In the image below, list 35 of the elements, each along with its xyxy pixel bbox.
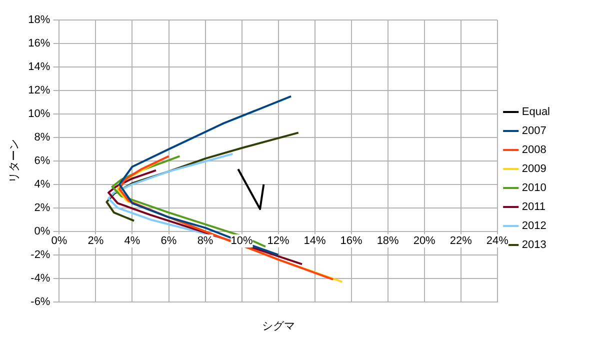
x-tick-label: 8% bbox=[197, 234, 214, 247]
x-tick-label: 2% bbox=[88, 234, 104, 247]
y-tick-label: -6% bbox=[30, 296, 50, 308]
y-tick-label: -4% bbox=[30, 272, 50, 284]
x-tick-label: 20% bbox=[413, 234, 436, 247]
y-tick-label: 0% bbox=[34, 225, 50, 238]
y-tick-label: 10% bbox=[28, 108, 50, 120]
x-tick-label: 0% bbox=[51, 234, 68, 247]
x-tick-label: 6% bbox=[160, 234, 177, 247]
y-tick-label: 16% bbox=[28, 38, 50, 50]
legend-label: 2013 bbox=[522, 239, 546, 252]
legend-label: Equal bbox=[522, 106, 550, 118]
x-axis-title: シグマ bbox=[262, 320, 295, 332]
y-tick-label: 12% bbox=[28, 84, 50, 96]
legend-label: 2010 bbox=[522, 182, 546, 194]
y-tick-label: -2% bbox=[30, 248, 50, 261]
y-tick-label: 8% bbox=[34, 131, 50, 144]
x-tick-label: 18% bbox=[376, 234, 400, 247]
x-tick-label: 4% bbox=[124, 234, 140, 247]
legend-label: 2011 bbox=[522, 201, 546, 214]
x-tick-label: 22% bbox=[450, 234, 472, 247]
legend-label: 2008 bbox=[522, 144, 546, 156]
y-tick-label: 4% bbox=[34, 178, 50, 190]
x-tick-label: 12% bbox=[267, 234, 290, 247]
legend-label: 2007 bbox=[522, 125, 546, 138]
y-tick-label: 14% bbox=[28, 61, 50, 73]
legend-label: 2012 bbox=[522, 220, 546, 232]
x-tick-label: 16% bbox=[340, 234, 363, 247]
y-tick-label: 6% bbox=[34, 154, 50, 167]
legend-label: 2009 bbox=[522, 163, 546, 176]
y-tick-label: 2% bbox=[34, 202, 50, 214]
y-axis-title: リターン bbox=[8, 138, 21, 183]
x-tick-label: 14% bbox=[304, 234, 326, 247]
y-tick-label: 18% bbox=[28, 14, 50, 26]
x-tick-label: 24% bbox=[486, 234, 509, 247]
